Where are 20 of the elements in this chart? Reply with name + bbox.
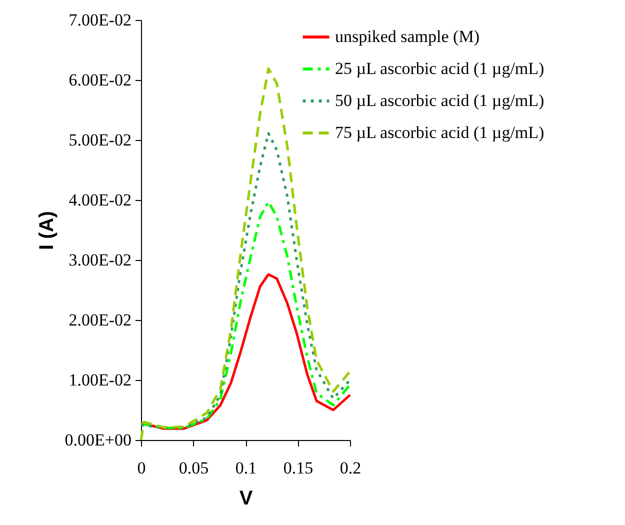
y-axis-title: I (A) xyxy=(36,211,58,250)
y-tick-label: 0.00E+00 xyxy=(64,430,132,450)
x-tick-label: 0.05 xyxy=(178,458,209,478)
x-tick-label: 0.1 xyxy=(235,458,257,478)
y-tick-label: 6.00E-02 xyxy=(68,70,132,90)
legend-label: 75 µL ascorbic acid (1 µg/mL) xyxy=(335,123,544,142)
y-tick-label: 4.00E-02 xyxy=(68,190,132,210)
y-tick-label: 1.00E-02 xyxy=(68,370,132,390)
x-tick-label: 0 xyxy=(137,458,146,478)
legend-label: unspiked sample (M) xyxy=(335,27,480,46)
y-tick-label: 2.00E-02 xyxy=(68,310,132,330)
x-tick-label: 0.15 xyxy=(283,458,314,478)
line-series xyxy=(140,200,352,430)
y-tick-label: 5.00E-02 xyxy=(68,130,132,150)
x-tick-label: 0.2 xyxy=(340,458,362,478)
y-tick-label: 3.00E-02 xyxy=(68,250,132,270)
legend-label: 50 µL ascorbic acid (1 µg/mL) xyxy=(335,91,544,110)
x-axis-title: V xyxy=(239,488,254,510)
legend-label: 25 µL ascorbic acid (1 µg/mL) xyxy=(335,59,544,78)
y-tick-label: 7.00E-02 xyxy=(68,10,132,30)
